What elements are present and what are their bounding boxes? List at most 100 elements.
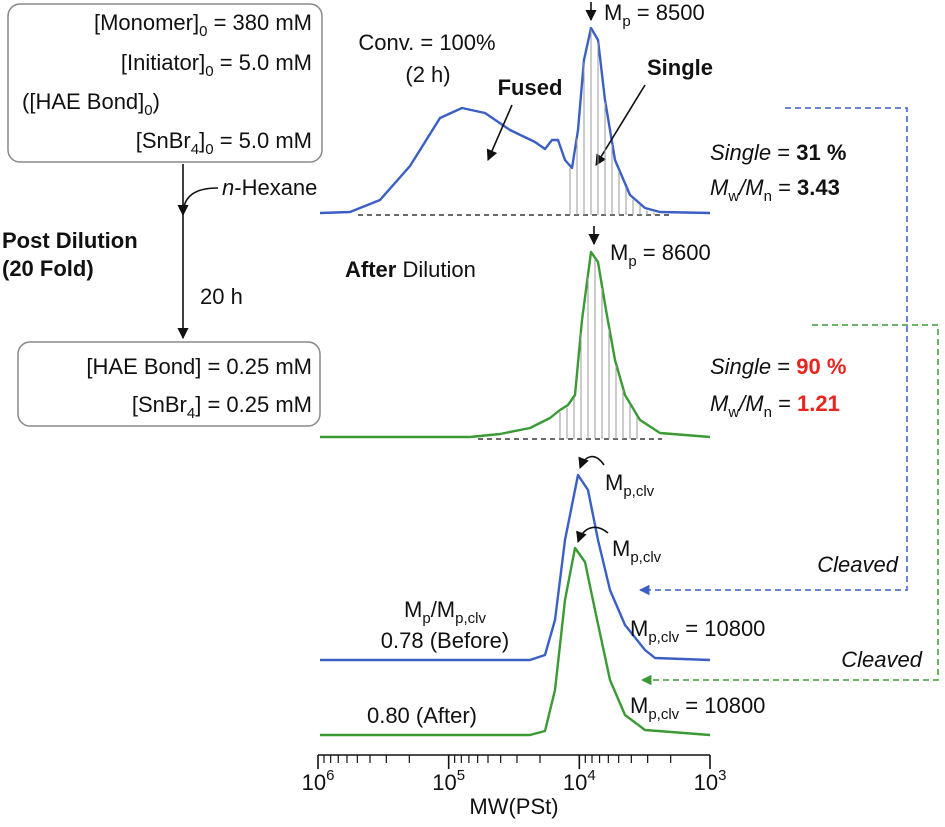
annotation: Mp,clv [612,536,662,566]
text-run: p,clv [455,610,486,627]
gpc-curve [320,473,711,662]
text-run: = 380 mM [207,10,312,35]
text-run: [SnBr [136,128,191,153]
gpc-curve [320,546,711,737]
annotation: 0.80 (After) [367,703,477,728]
condition: ([HAE Bond]0) [22,89,160,119]
annotation: Conv. = 100% [358,30,495,55]
text-run: 1.21 [797,391,840,416]
annotation: 0.78 (Before) [381,628,509,653]
text-run: = [772,175,797,200]
text-run: = 5.0 mM [214,128,312,153]
single-fraction: Single = 31 % [710,140,846,165]
text-run: p,clv [630,549,661,566]
addition-arrow [177,187,219,217]
annotation: Mp,clv = 10800 [630,616,765,646]
solvent: n-Hexane [222,175,317,200]
gpc-curve [319,26,711,215]
step-time: 20 h [200,284,243,309]
text-run: 6 [326,767,334,784]
annotation: Cleaved [817,552,898,577]
pointer-arrow [595,84,646,166]
text-run: = [772,391,797,416]
text-run: = 8500 [631,0,705,25]
text-run: [HAE Bond] = 0.25 mM [86,354,312,379]
text-run: [Initiator] [121,50,205,75]
text-run: M [605,470,623,495]
route-line [640,324,939,686]
text-run: Single [710,354,771,379]
conditions-box [7,3,323,163]
annotation: Single [647,55,713,80]
text-run: w [727,188,739,205]
text-run: ] [199,128,205,153]
text-run: 10 [694,770,718,795]
text-run: = 5.0 mM [214,50,312,75]
text-run: = 10800 [679,616,765,641]
text-run: ) [153,89,160,114]
text-run: After [345,257,397,282]
text-run: p [628,253,636,270]
text-run: ] = 0.25 mM [195,392,312,417]
text-run: M [630,616,648,641]
text-run: Single [710,140,771,165]
text-run: 0 [144,102,152,119]
dispersity: Mw/Mn = 3.43 [710,175,840,205]
annotation: Mp,clv = 10800 [630,693,765,723]
text-run: 10 [302,770,326,795]
text-run: n [222,175,234,200]
text-run: M [630,693,648,718]
text-run: n [764,188,772,205]
x-tick-label: 103 [694,767,727,795]
text-run: = [771,140,796,165]
text-run: M [710,175,729,200]
text-run: 10 [563,770,587,795]
condition: [Monomer]0 = 380 mM [94,10,312,40]
condition: [HAE Bond] = 0.25 mM [86,354,312,379]
route-line [638,107,908,596]
text-run: /M [737,175,764,200]
text-run: ([HAE Bond] [22,89,144,114]
annotation: (2 h) [405,62,450,87]
text-run: 4 [191,141,199,158]
conditions-box [17,341,321,427]
text-run: -Hexane [234,175,317,200]
annotation: Mp = 8500 [604,0,705,30]
text-run: 0 [199,23,207,40]
x-tick-label: 106 [302,767,335,795]
text-run: M [612,536,630,561]
x-tick-label: 105 [432,767,465,795]
text-run: p,clv [648,629,679,646]
condition: [SnBr4]0 = 5.0 mM [136,128,312,158]
text-run: p,clv [623,483,654,500]
text-run: 0 [205,141,213,158]
condition: [SnBr4] = 0.25 mM [132,392,312,422]
gpc-curve [320,250,711,439]
text-run: 4 [187,405,195,422]
annotation: Mp,clv [605,470,655,500]
text-run: Dilution [396,257,475,282]
text-run: 90 % [796,354,846,379]
text-run: 4 [587,767,595,784]
text-run: M [610,240,628,265]
annotation: Mp/Mp,clv [404,597,486,627]
text-run: 31 % [796,140,846,165]
text-run: p [422,610,430,627]
step-title: Post Dilution [2,228,138,253]
step-fold: (20 Fold) [2,256,94,281]
x-tick-label: 104 [563,767,596,795]
text-run: 3 [718,767,726,784]
text-run: = 10800 [679,693,765,718]
text-run: /M [431,597,455,622]
single-fraction: Single = 90 % [710,354,846,379]
text-run: [SnBr [132,392,187,417]
condition: [Initiator]0 = 5.0 mM [121,50,312,80]
text-run: M [604,0,622,25]
axis-label: MW(PSt) [469,794,558,819]
text-run: p,clv [648,706,679,723]
annotation: Fused [498,75,563,100]
text-run: 3.43 [797,175,840,200]
pointer-arrow [486,104,513,162]
text-run: n [764,404,772,421]
